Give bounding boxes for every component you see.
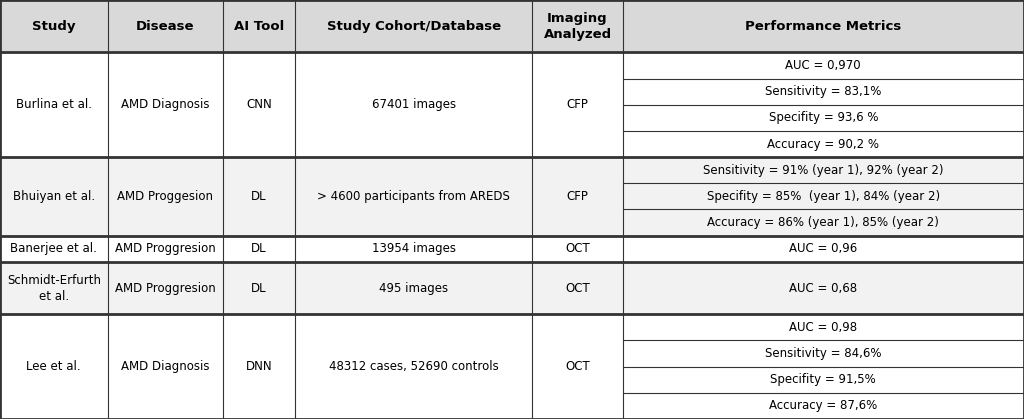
Text: OCT: OCT <box>565 360 590 373</box>
Text: AMD Proggresion: AMD Proggresion <box>115 282 216 295</box>
Text: 48312 cases, 52690 controls: 48312 cases, 52690 controls <box>329 360 499 373</box>
Text: Study Cohort/Database: Study Cohort/Database <box>327 20 501 33</box>
Text: OCT: OCT <box>565 242 590 255</box>
Bar <box>0 314 1024 419</box>
Text: Sensitivity = 91% (year 1), 92% (year 2): Sensitivity = 91% (year 1), 92% (year 2) <box>703 164 943 177</box>
Text: Bhuiyan et al.: Bhuiyan et al. <box>12 190 95 203</box>
Text: 67401 images: 67401 images <box>372 98 456 111</box>
Text: AUC = 0,970: AUC = 0,970 <box>785 59 861 72</box>
Bar <box>0 235 1024 262</box>
Text: Burlina et al.: Burlina et al. <box>15 98 92 111</box>
Text: CFP: CFP <box>566 98 589 111</box>
Text: AUC = 0,98: AUC = 0,98 <box>790 321 857 334</box>
Text: Accuracy = 87,6%: Accuracy = 87,6% <box>769 399 878 412</box>
Text: AUC = 0,96: AUC = 0,96 <box>790 242 857 255</box>
Text: Accuracy = 90,2 %: Accuracy = 90,2 % <box>767 137 880 150</box>
Bar <box>0 52 1024 157</box>
Text: AMD Proggesion: AMD Proggesion <box>118 190 213 203</box>
Bar <box>0 157 1024 235</box>
Text: AMD Proggresion: AMD Proggresion <box>115 242 216 255</box>
Text: Banerjee et al.: Banerjee et al. <box>10 242 97 255</box>
Text: Specifity = 85%  (year 1), 84% (year 2): Specifity = 85% (year 1), 84% (year 2) <box>707 190 940 203</box>
Text: Schmidt-Erfurth
et al.: Schmidt-Erfurth et al. <box>7 274 100 303</box>
Text: DNN: DNN <box>246 360 272 373</box>
Text: AI Tool: AI Tool <box>233 20 285 33</box>
Text: CNN: CNN <box>246 98 272 111</box>
Text: DL: DL <box>251 282 267 295</box>
Text: Sensitivity = 83,1%: Sensitivity = 83,1% <box>765 85 882 98</box>
Text: Sensitivity = 84,6%: Sensitivity = 84,6% <box>765 347 882 360</box>
Text: Accuracy = 86% (year 1), 85% (year 2): Accuracy = 86% (year 1), 85% (year 2) <box>708 216 939 229</box>
Text: Study: Study <box>32 20 76 33</box>
Text: 495 images: 495 images <box>379 282 449 295</box>
Text: 13954 images: 13954 images <box>372 242 456 255</box>
Bar <box>0 0 1024 52</box>
Text: Specifity = 91,5%: Specifity = 91,5% <box>770 373 877 386</box>
Text: CFP: CFP <box>566 190 589 203</box>
Text: Performance Metrics: Performance Metrics <box>745 20 901 33</box>
Text: AMD Diagnosis: AMD Diagnosis <box>121 360 210 373</box>
Text: OCT: OCT <box>565 282 590 295</box>
Bar <box>0 262 1024 314</box>
Text: Imaging
Analyzed: Imaging Analyzed <box>544 12 611 41</box>
Text: DL: DL <box>251 242 267 255</box>
Text: AMD Diagnosis: AMD Diagnosis <box>121 98 210 111</box>
Text: Disease: Disease <box>136 20 195 33</box>
Text: AUC = 0,68: AUC = 0,68 <box>790 282 857 295</box>
Text: DL: DL <box>251 190 267 203</box>
Text: Lee et al.: Lee et al. <box>27 360 81 373</box>
Text: > 4600 participants from AREDS: > 4600 participants from AREDS <box>317 190 510 203</box>
Text: Specifity = 93,6 %: Specifity = 93,6 % <box>769 111 878 124</box>
